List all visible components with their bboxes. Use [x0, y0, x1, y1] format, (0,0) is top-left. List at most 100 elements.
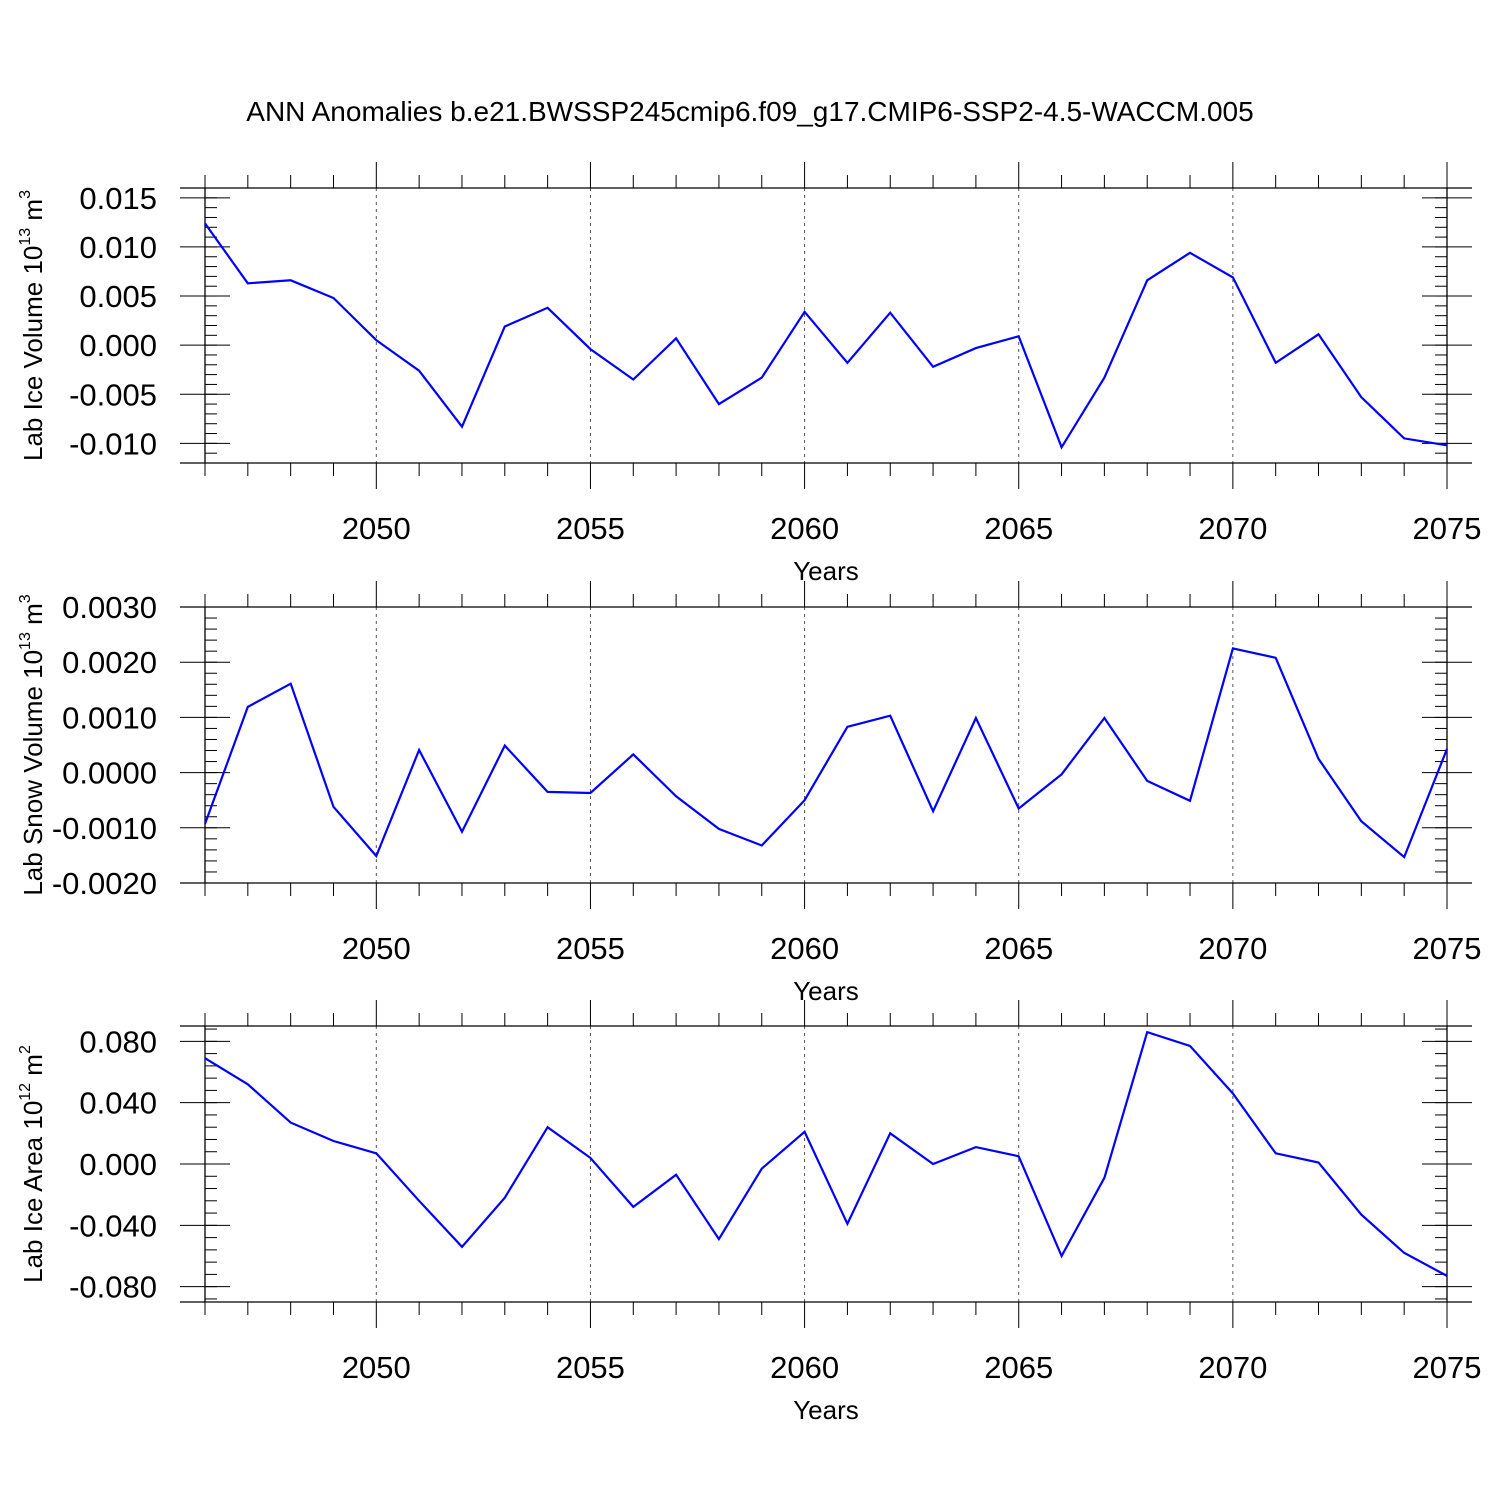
data-point [1061, 446, 1063, 448]
data-point [718, 403, 720, 405]
data-point [889, 1132, 891, 1134]
x-tick-label: 2070 [1198, 1350, 1267, 1385]
data-point [718, 1238, 720, 1240]
data-point [932, 810, 934, 812]
data-point [1018, 335, 1020, 337]
data-point [1189, 252, 1191, 254]
data-point [1103, 377, 1105, 379]
y-tick-label: 0.040 [79, 1086, 157, 1121]
data-point [504, 1197, 506, 1199]
data-point [632, 753, 634, 755]
y-tick-label: 0.005 [79, 279, 157, 314]
data-point [889, 715, 891, 717]
y-tick-label: 0.0030 [62, 590, 157, 625]
x-tick-label: 2060 [770, 931, 839, 966]
data-point [1146, 279, 1148, 281]
y-tick-label: 0.000 [79, 1147, 157, 1182]
panel-snow-volume: 2050 2055 2060 2065 2070 2075 0.0030 0.0020 0.00… [17, 581, 1481, 1006]
data-point [1018, 807, 1020, 809]
data-point [761, 1168, 763, 1170]
y-tick-label: 0.0010 [62, 700, 157, 735]
data-point [1232, 647, 1234, 649]
data-point [675, 1174, 677, 1176]
x-tick-label: 2060 [770, 511, 839, 546]
data-point [1103, 1177, 1105, 1179]
x-tick-label: 2065 [984, 511, 1053, 546]
data-point [247, 282, 249, 284]
x-tick-label: 2070 [1198, 511, 1267, 546]
x-tick-label: 2075 [1413, 1350, 1482, 1385]
data-point [1360, 820, 1362, 822]
data-point [1275, 1152, 1277, 1154]
y-tick-label: 0.015 [79, 181, 157, 216]
y-axis-label: Lab Ice Volume 1013 m3 [17, 190, 48, 461]
data-point [1360, 396, 1362, 398]
panel-ice-volume: 2050 2055 2060 2065 2070 2075 0.015 0.010 0.005 0… [17, 162, 1481, 586]
data-point [418, 1200, 420, 1202]
data-point [804, 1131, 806, 1133]
data-point [375, 1152, 377, 1154]
data-point [1403, 856, 1405, 858]
series-line [204, 222, 1448, 450]
data-point [889, 312, 891, 314]
y-tick-label: -0.005 [69, 377, 157, 412]
data-point [1189, 1045, 1191, 1047]
data-point [247, 706, 249, 708]
data-point [461, 1246, 463, 1248]
y-tick-label: -0.0010 [52, 811, 157, 846]
x-tick-label: 2070 [1198, 931, 1267, 966]
data-point [461, 426, 463, 428]
data-point [247, 1083, 249, 1085]
x-tick-label: 2075 [1413, 931, 1482, 966]
data-point [418, 370, 420, 372]
y-tick-label: 0.010 [79, 230, 157, 265]
x-tick-label: 2075 [1413, 511, 1482, 546]
data-point [375, 339, 377, 341]
x-tick-label: 2050 [342, 511, 411, 546]
data-point [204, 1057, 206, 1059]
data-point [932, 1163, 934, 1165]
data-point [975, 717, 977, 719]
data-point [1018, 1155, 1020, 1157]
data-point [1360, 1214, 1362, 1216]
data-point [1232, 276, 1234, 278]
y-tick-label: -0.040 [69, 1208, 157, 1243]
y-tick-label: 0.000 [79, 328, 157, 363]
y-tick-label: -0.080 [69, 1270, 157, 1305]
data-point [804, 799, 806, 801]
x-tick-label: 2065 [984, 931, 1053, 966]
x-tick-label: 2060 [770, 1350, 839, 1385]
x-tick-label: 2050 [342, 931, 411, 966]
panel-ice-area: 2050 2055 2060 2065 2070 2075 0.080 0.040 0.000 -… [17, 1000, 1481, 1425]
x-tick-label: 2055 [556, 511, 625, 546]
y-tick-label: 0.0000 [62, 756, 157, 791]
data-point [1146, 1031, 1148, 1033]
data-point [1403, 1252, 1405, 1254]
data-point [1189, 800, 1191, 802]
data-point [375, 855, 377, 857]
y-tick-label: -0.0020 [52, 866, 157, 901]
y-tick-label: 0.0020 [62, 645, 157, 680]
data-point [547, 307, 549, 309]
x-tick-label: 2050 [342, 1350, 411, 1385]
data-point [1318, 333, 1320, 335]
data-point [1318, 758, 1320, 760]
data-point [1446, 748, 1448, 750]
data-point [1061, 773, 1063, 775]
data-point [932, 366, 934, 368]
data-point [589, 1157, 591, 1159]
data-point [461, 831, 463, 833]
data-point [846, 362, 848, 364]
data-point [675, 795, 677, 797]
data-point [1146, 780, 1148, 782]
data-point [761, 377, 763, 379]
x-tick-label: 2065 [984, 1350, 1053, 1385]
data-point [332, 1140, 334, 1142]
y-tick-label: 0.080 [79, 1024, 157, 1059]
data-point [1446, 1275, 1448, 1277]
data-point [204, 823, 206, 825]
x-tick-label: 2055 [556, 931, 625, 966]
y-axis-label: Lab Snow Volume 1013 m3 [17, 594, 48, 895]
data-point [332, 806, 334, 808]
